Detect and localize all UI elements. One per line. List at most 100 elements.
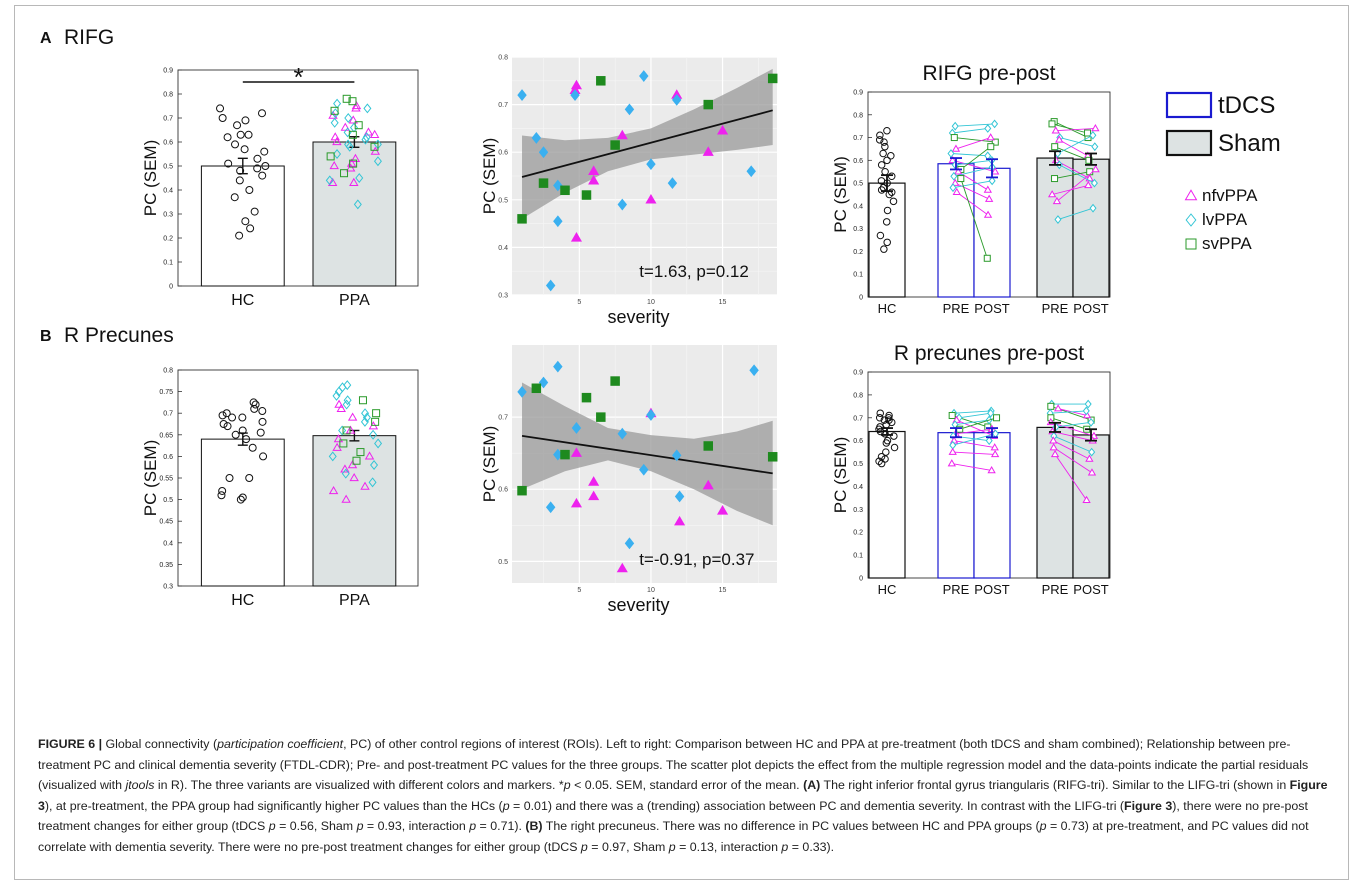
svppa-scatter-point — [517, 214, 527, 224]
nfvppa-scatter-point — [674, 515, 686, 526]
hc-point — [224, 159, 233, 168]
y-axis-label: PC (SEM) — [141, 140, 160, 217]
y-tick-label: 0.55 — [159, 476, 173, 483]
x-category-label: POST — [974, 582, 1009, 597]
hc-point — [222, 409, 231, 418]
hc-point — [880, 245, 888, 253]
lvppa-pre-point — [950, 171, 958, 181]
pre-post-line — [952, 127, 988, 134]
hc-point — [875, 457, 883, 466]
nfvppa-pre-point — [954, 167, 963, 175]
lvppa-point — [345, 141, 354, 152]
hc-point — [241, 217, 250, 226]
lvppa-point — [361, 134, 370, 145]
lvppa-scatter-point — [639, 70, 649, 82]
hc-point — [236, 130, 245, 139]
nfvppa-post-point — [1082, 411, 1092, 419]
svppa-point — [358, 396, 367, 405]
lvppa-scatter-point — [545, 501, 556, 514]
nfvppa-post-point — [990, 449, 1000, 458]
legend-nfvppa-label: nfvPPA — [1202, 186, 1258, 205]
caption-segment: p — [356, 819, 364, 834]
nfvppa-point — [350, 153, 361, 162]
nfvppa-post-point — [1082, 495, 1091, 503]
y-tick-label: 0.7 — [853, 135, 863, 142]
x-category-label: PRE — [943, 582, 970, 597]
caption-segment: = 0.73) at pre-treatment, and PC values … — [38, 819, 1309, 854]
hc-point — [238, 426, 247, 435]
pre-post-line — [1051, 123, 1088, 134]
lvppa-post-point — [1090, 178, 1098, 188]
panel-letter: B — [40, 328, 52, 345]
svppa-point — [371, 417, 380, 426]
hc-point — [875, 136, 884, 144]
lvppa-post-point — [987, 408, 995, 418]
y-tick-label: 0 — [859, 295, 863, 302]
panel-title: RIFG — [64, 26, 114, 49]
nfvppa-point — [345, 163, 356, 172]
svppa-pre-point — [1051, 143, 1059, 151]
y-axis-label: PC (SEM) — [831, 437, 850, 514]
svppa-scatter-point — [560, 185, 570, 196]
caption-segment: ), at pre-treatment, the PPA group had s… — [44, 798, 503, 813]
bar-ppa — [312, 435, 397, 587]
chart-A-bar: 0 0.1 0.2 0.3 0.4 0.5 0.6 0.7 0.8 0.9 PC (SEM) HC PP… — [141, 62, 419, 309]
nfvppa-pre-point — [1051, 126, 1060, 134]
svppa-post-point — [1084, 129, 1092, 137]
caption-segment: p — [668, 839, 676, 854]
nfvppa-post-point — [1084, 180, 1093, 189]
nfvppa-point — [341, 494, 351, 503]
pre-post-line — [1057, 207, 1094, 220]
hc-point — [216, 104, 225, 113]
y-tick-label: 0 — [169, 284, 173, 291]
nfvppa-scatter-point — [570, 447, 583, 457]
caption-segment: p — [469, 819, 477, 834]
lvppa-scatter-point — [674, 490, 685, 503]
bar-tdcs-post — [973, 167, 1011, 298]
caption-segment: The right inferior frontal gyrus triangu… — [820, 778, 1290, 793]
hc-point — [219, 420, 228, 428]
lvppa-post-point — [1087, 417, 1095, 427]
y-tick-label: 0.45 — [159, 519, 173, 526]
svppa-pre-point — [957, 175, 965, 183]
x-tick-label: 15 — [719, 587, 727, 594]
y-tick-label: 0.3 — [163, 212, 173, 219]
hc-point — [883, 126, 891, 135]
chart-A-prepost: 0 0.1 0.2 0.3 0.4 0.5 0.6 0.7 0.8 0.9 PC (SEM) RIFG… — [831, 62, 1111, 316]
pre-post-line — [957, 171, 989, 191]
hc-point — [876, 131, 884, 140]
panel-letter: A — [40, 30, 52, 47]
y-tick-label: 0.2 — [853, 249, 863, 256]
nfvppa-pre-point — [1052, 196, 1062, 205]
svppa-point — [348, 97, 357, 106]
hc-point — [890, 443, 899, 452]
lvppa-pre-point — [949, 183, 957, 193]
hc-point — [223, 133, 232, 142]
y-tick-label: 0.5 — [498, 559, 508, 566]
bar-ppa — [312, 141, 397, 287]
hc-point — [258, 417, 267, 426]
regression-line — [521, 434, 773, 475]
hc-point — [875, 414, 884, 422]
lvppa-scatter-point — [553, 360, 563, 373]
lvppa-point — [362, 132, 371, 143]
lvppa-point — [370, 460, 379, 471]
y-axis-label: PC (SEM) — [831, 156, 850, 233]
nfvppa-point — [364, 451, 375, 460]
hc-point — [259, 452, 268, 461]
hc-point — [218, 486, 227, 495]
panel-title: R Precunes — [64, 324, 174, 347]
nfvppa-post-point — [1087, 468, 1097, 476]
nfvppa-point — [348, 115, 358, 124]
lvppa-pre-point — [951, 121, 959, 131]
pre-post-line — [955, 137, 991, 150]
caption-segment: = 0.33). — [788, 839, 835, 854]
hc-point — [880, 416, 889, 424]
caption-segment: = 0.93, interaction — [363, 819, 470, 834]
svppa-point — [339, 439, 348, 448]
chart-B-prepost: 0 0.1 0.2 0.3 0.4 0.5 0.6 0.7 0.8 0.9 PC (SEM) R pr… — [831, 342, 1111, 597]
pre-post-line — [1055, 127, 1096, 132]
lvppa-scatter-point — [571, 422, 582, 434]
nfvppa-scatter-point — [616, 129, 628, 140]
